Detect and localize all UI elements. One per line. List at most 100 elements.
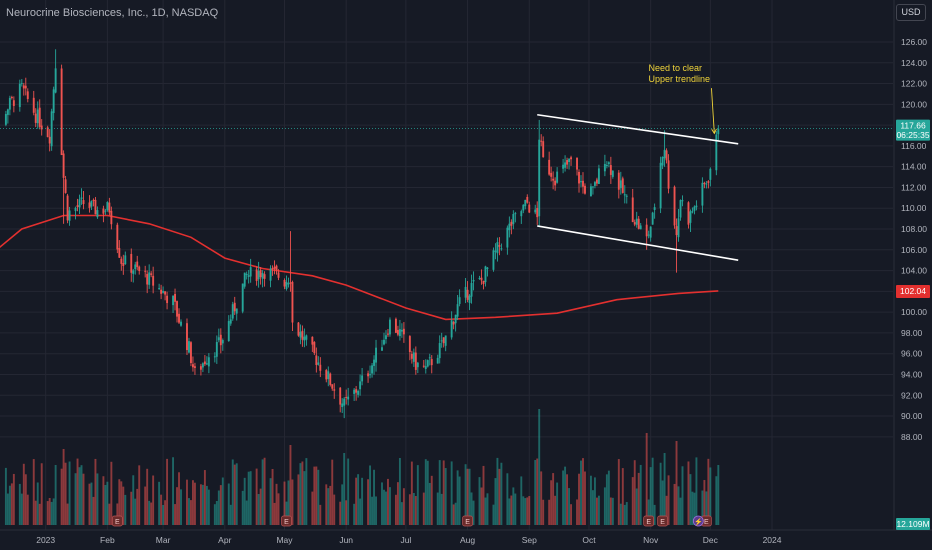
time-tick-label: Dec bbox=[703, 535, 719, 545]
volume-bar bbox=[367, 479, 370, 525]
volume-bar bbox=[227, 483, 230, 525]
volume-bar bbox=[233, 464, 236, 525]
volume-bar bbox=[466, 468, 469, 525]
price-tick-label: 92.00 bbox=[901, 390, 923, 400]
volume-bar bbox=[271, 468, 274, 525]
candle-body bbox=[271, 268, 274, 270]
volume-bar bbox=[104, 484, 107, 525]
candle-body bbox=[64, 179, 67, 193]
volume-bar bbox=[597, 495, 600, 525]
volume-bar bbox=[677, 486, 680, 525]
volume-bar bbox=[150, 502, 153, 525]
volume-bar bbox=[315, 466, 318, 525]
candle-body bbox=[381, 347, 383, 351]
price-tick-label: 100.00 bbox=[901, 307, 927, 317]
candle-body bbox=[681, 200, 684, 202]
price-axis[interactable]: 88.00 90.00 92.00 94.00 96.00 98.00 100.00 102.… bbox=[893, 0, 927, 530]
volume-bar bbox=[659, 462, 662, 525]
price-tick-label: 104.00 bbox=[901, 266, 927, 276]
annotation-line: Upper trendline bbox=[648, 74, 710, 84]
candle-body bbox=[566, 160, 569, 165]
volume-bar bbox=[92, 496, 95, 525]
volume-bar bbox=[261, 459, 264, 525]
volume-bar bbox=[76, 458, 79, 525]
candle-body bbox=[46, 127, 49, 138]
candle-body bbox=[108, 202, 111, 213]
last-price-label-text: 117.66 bbox=[900, 121, 926, 131]
volume-bar bbox=[158, 481, 161, 525]
volume-bar bbox=[603, 487, 606, 525]
volume-bar bbox=[611, 497, 614, 525]
candle-body bbox=[34, 113, 37, 123]
price-tick-label: 108.00 bbox=[901, 224, 927, 234]
candle-body bbox=[582, 180, 584, 187]
volume-bar bbox=[213, 504, 216, 525]
candle-body bbox=[633, 222, 636, 225]
candle-body bbox=[442, 337, 445, 344]
volume-bar bbox=[396, 482, 399, 525]
volume-bar bbox=[595, 497, 598, 525]
volume-bar bbox=[468, 468, 471, 525]
candle-body bbox=[514, 213, 517, 215]
volume-bar bbox=[353, 503, 356, 525]
event-markers[interactable]: E E E E E E⚡ bbox=[111, 515, 712, 527]
candle-body bbox=[635, 218, 638, 225]
candle-body bbox=[494, 250, 497, 252]
volume-bar bbox=[78, 467, 81, 525]
earnings-marker-icon bbox=[643, 515, 655, 527]
volume-bar bbox=[217, 490, 220, 525]
volume-value-label-box bbox=[896, 518, 930, 530]
volume-bar bbox=[120, 481, 123, 525]
ma-value-label-box bbox=[896, 284, 930, 298]
volume-bar bbox=[325, 484, 328, 525]
candle-body bbox=[679, 200, 682, 218]
candle-body bbox=[339, 387, 342, 405]
volume-bar bbox=[522, 496, 525, 525]
candle-body bbox=[120, 258, 123, 264]
candle-body bbox=[82, 200, 85, 205]
volume-bar bbox=[408, 494, 411, 525]
volume-bar bbox=[48, 498, 51, 525]
volume-bar bbox=[444, 468, 447, 525]
volume-bar bbox=[500, 462, 503, 525]
candle-body bbox=[466, 289, 469, 300]
candle-body bbox=[550, 172, 553, 177]
candle-body bbox=[283, 279, 286, 287]
time-axis[interactable]: 2023 Feb Mar Apr May Jun Jul Aug Sep Oct Nov Dec 202… bbox=[0, 529, 932, 545]
candle-body bbox=[454, 314, 457, 324]
volume-bar bbox=[160, 494, 163, 525]
trendlines[interactable] bbox=[537, 113, 739, 261]
candle-body bbox=[440, 340, 443, 342]
volume-bar bbox=[649, 467, 652, 525]
candle-body bbox=[653, 207, 656, 210]
time-tick-label: Aug bbox=[460, 535, 475, 545]
volume-bar bbox=[369, 465, 372, 525]
earnings-marker-label: E bbox=[704, 519, 709, 526]
candle-body bbox=[665, 150, 668, 161]
currency-button[interactable]: USD bbox=[896, 4, 926, 21]
candle-body bbox=[291, 281, 294, 323]
volume-bar bbox=[452, 504, 455, 525]
candle-body bbox=[398, 329, 401, 337]
volume-bar bbox=[381, 482, 383, 525]
candle-body bbox=[343, 398, 346, 406]
volume-bar bbox=[36, 482, 39, 525]
volume-bar bbox=[701, 490, 704, 525]
volume-bar bbox=[66, 503, 69, 525]
annotation-arrow bbox=[711, 88, 715, 134]
candle-body bbox=[554, 180, 557, 186]
volume-bar bbox=[38, 503, 41, 525]
candle-body bbox=[534, 209, 537, 213]
candle-body bbox=[645, 224, 648, 237]
candle-body bbox=[150, 273, 153, 275]
candle-body bbox=[311, 336, 314, 345]
time-tick-label: Nov bbox=[643, 535, 659, 545]
volume-value-label-text: 12.109M bbox=[896, 519, 929, 529]
candle-body bbox=[444, 335, 447, 346]
candle-body bbox=[396, 329, 399, 335]
candle-body bbox=[410, 353, 413, 359]
candle-body bbox=[568, 158, 571, 163]
candle-body bbox=[299, 331, 302, 338]
